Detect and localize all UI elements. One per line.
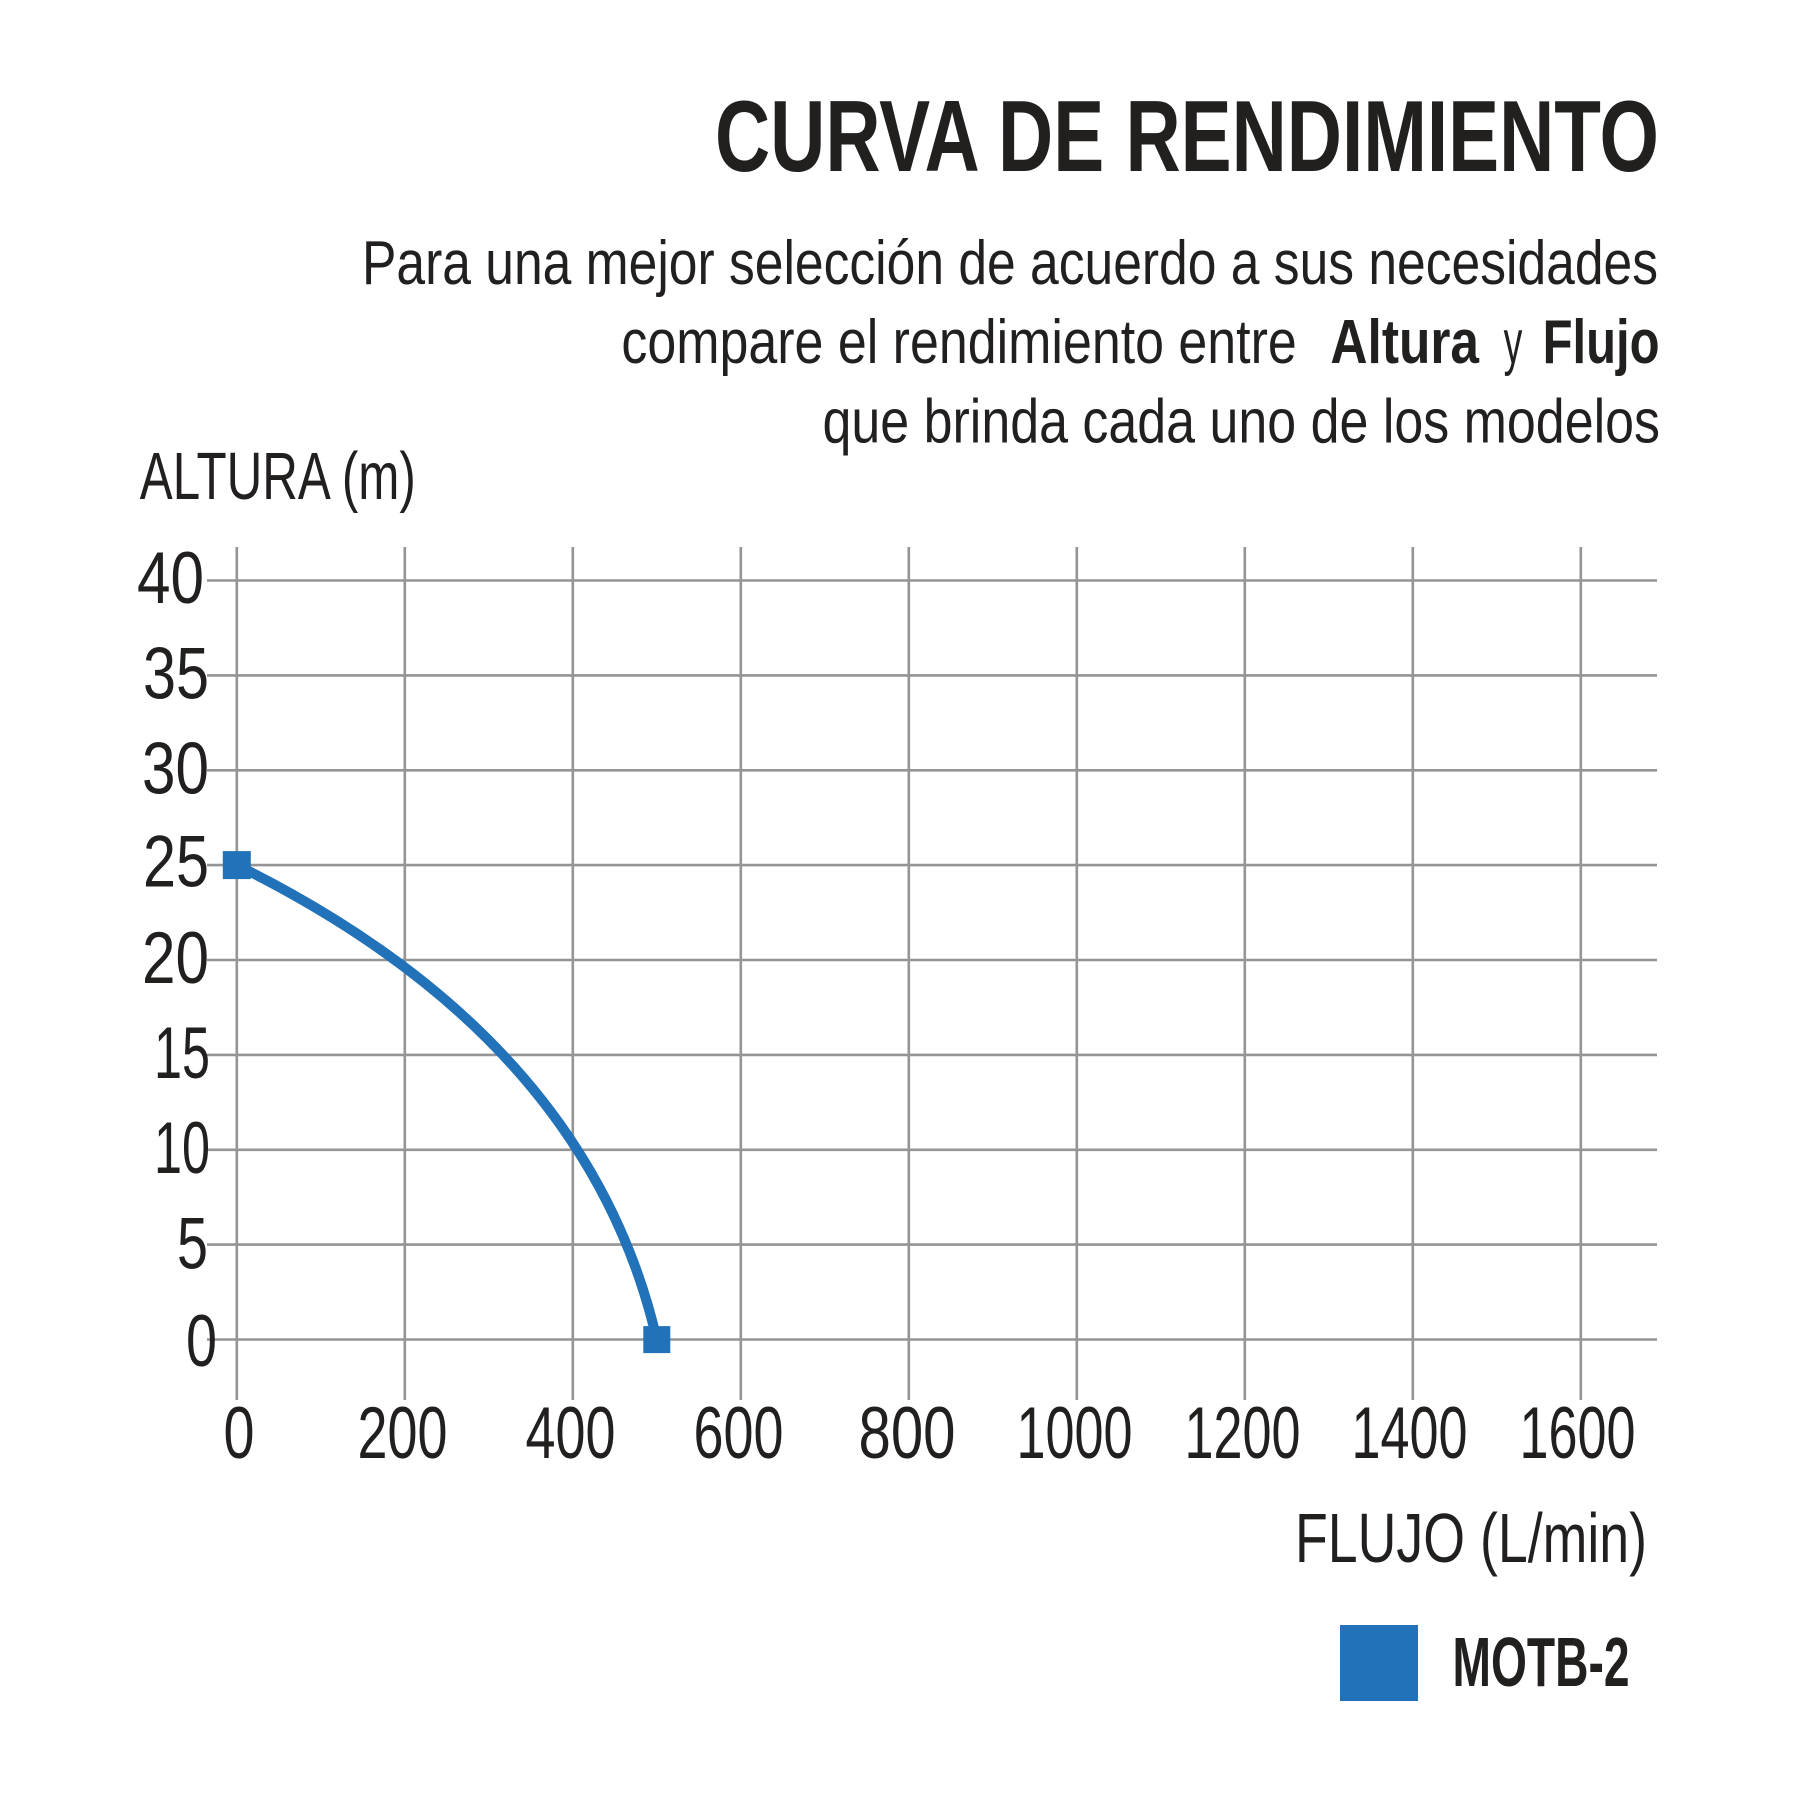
svg-text:y: y	[1504, 308, 1523, 377]
svg-text:800: 800	[859, 1393, 956, 1474]
svg-text:Flujo: Flujo	[1543, 308, 1660, 377]
svg-text:1200: 1200	[1185, 1393, 1301, 1474]
svg-text:ALTURA (m): ALTURA (m)	[140, 439, 416, 514]
svg-text:CURVA DE RENDIMIENTO: CURVA DE RENDIMIENTO	[715, 81, 1659, 193]
svg-text:25: 25	[143, 822, 209, 903]
svg-text:1600: 1600	[1520, 1393, 1636, 1474]
svg-text:que brinda cada uno de los mod: que brinda cada uno de los modelos	[823, 387, 1661, 456]
svg-text:20: 20	[142, 918, 209, 999]
svg-text:15: 15	[154, 1013, 210, 1094]
svg-text:Para una mejor selección de ac: Para una mejor selección de acuerdo a su…	[362, 229, 1658, 298]
svg-text:600: 600	[694, 1393, 784, 1474]
svg-text:40: 40	[137, 538, 204, 619]
svg-text:30: 30	[142, 728, 209, 809]
svg-text:5: 5	[177, 1204, 208, 1285]
svg-text:0: 0	[224, 1393, 255, 1474]
svg-text:MOTB-2: MOTB-2	[1453, 1623, 1630, 1701]
svg-text:10: 10	[154, 1108, 210, 1189]
svg-text:35: 35	[143, 633, 209, 714]
svg-text:1400: 1400	[1352, 1393, 1468, 1474]
svg-text:FLUJO (L/min): FLUJO (L/min)	[1295, 1499, 1647, 1577]
svg-text:0: 0	[186, 1301, 217, 1382]
svg-text:Altura: Altura	[1330, 308, 1479, 377]
svg-text:400: 400	[526, 1393, 616, 1474]
svg-text:compare el rendimiento entre: compare el rendimiento entre	[621, 308, 1296, 377]
svg-text:200: 200	[358, 1393, 448, 1474]
svg-text:1000: 1000	[1017, 1393, 1133, 1474]
